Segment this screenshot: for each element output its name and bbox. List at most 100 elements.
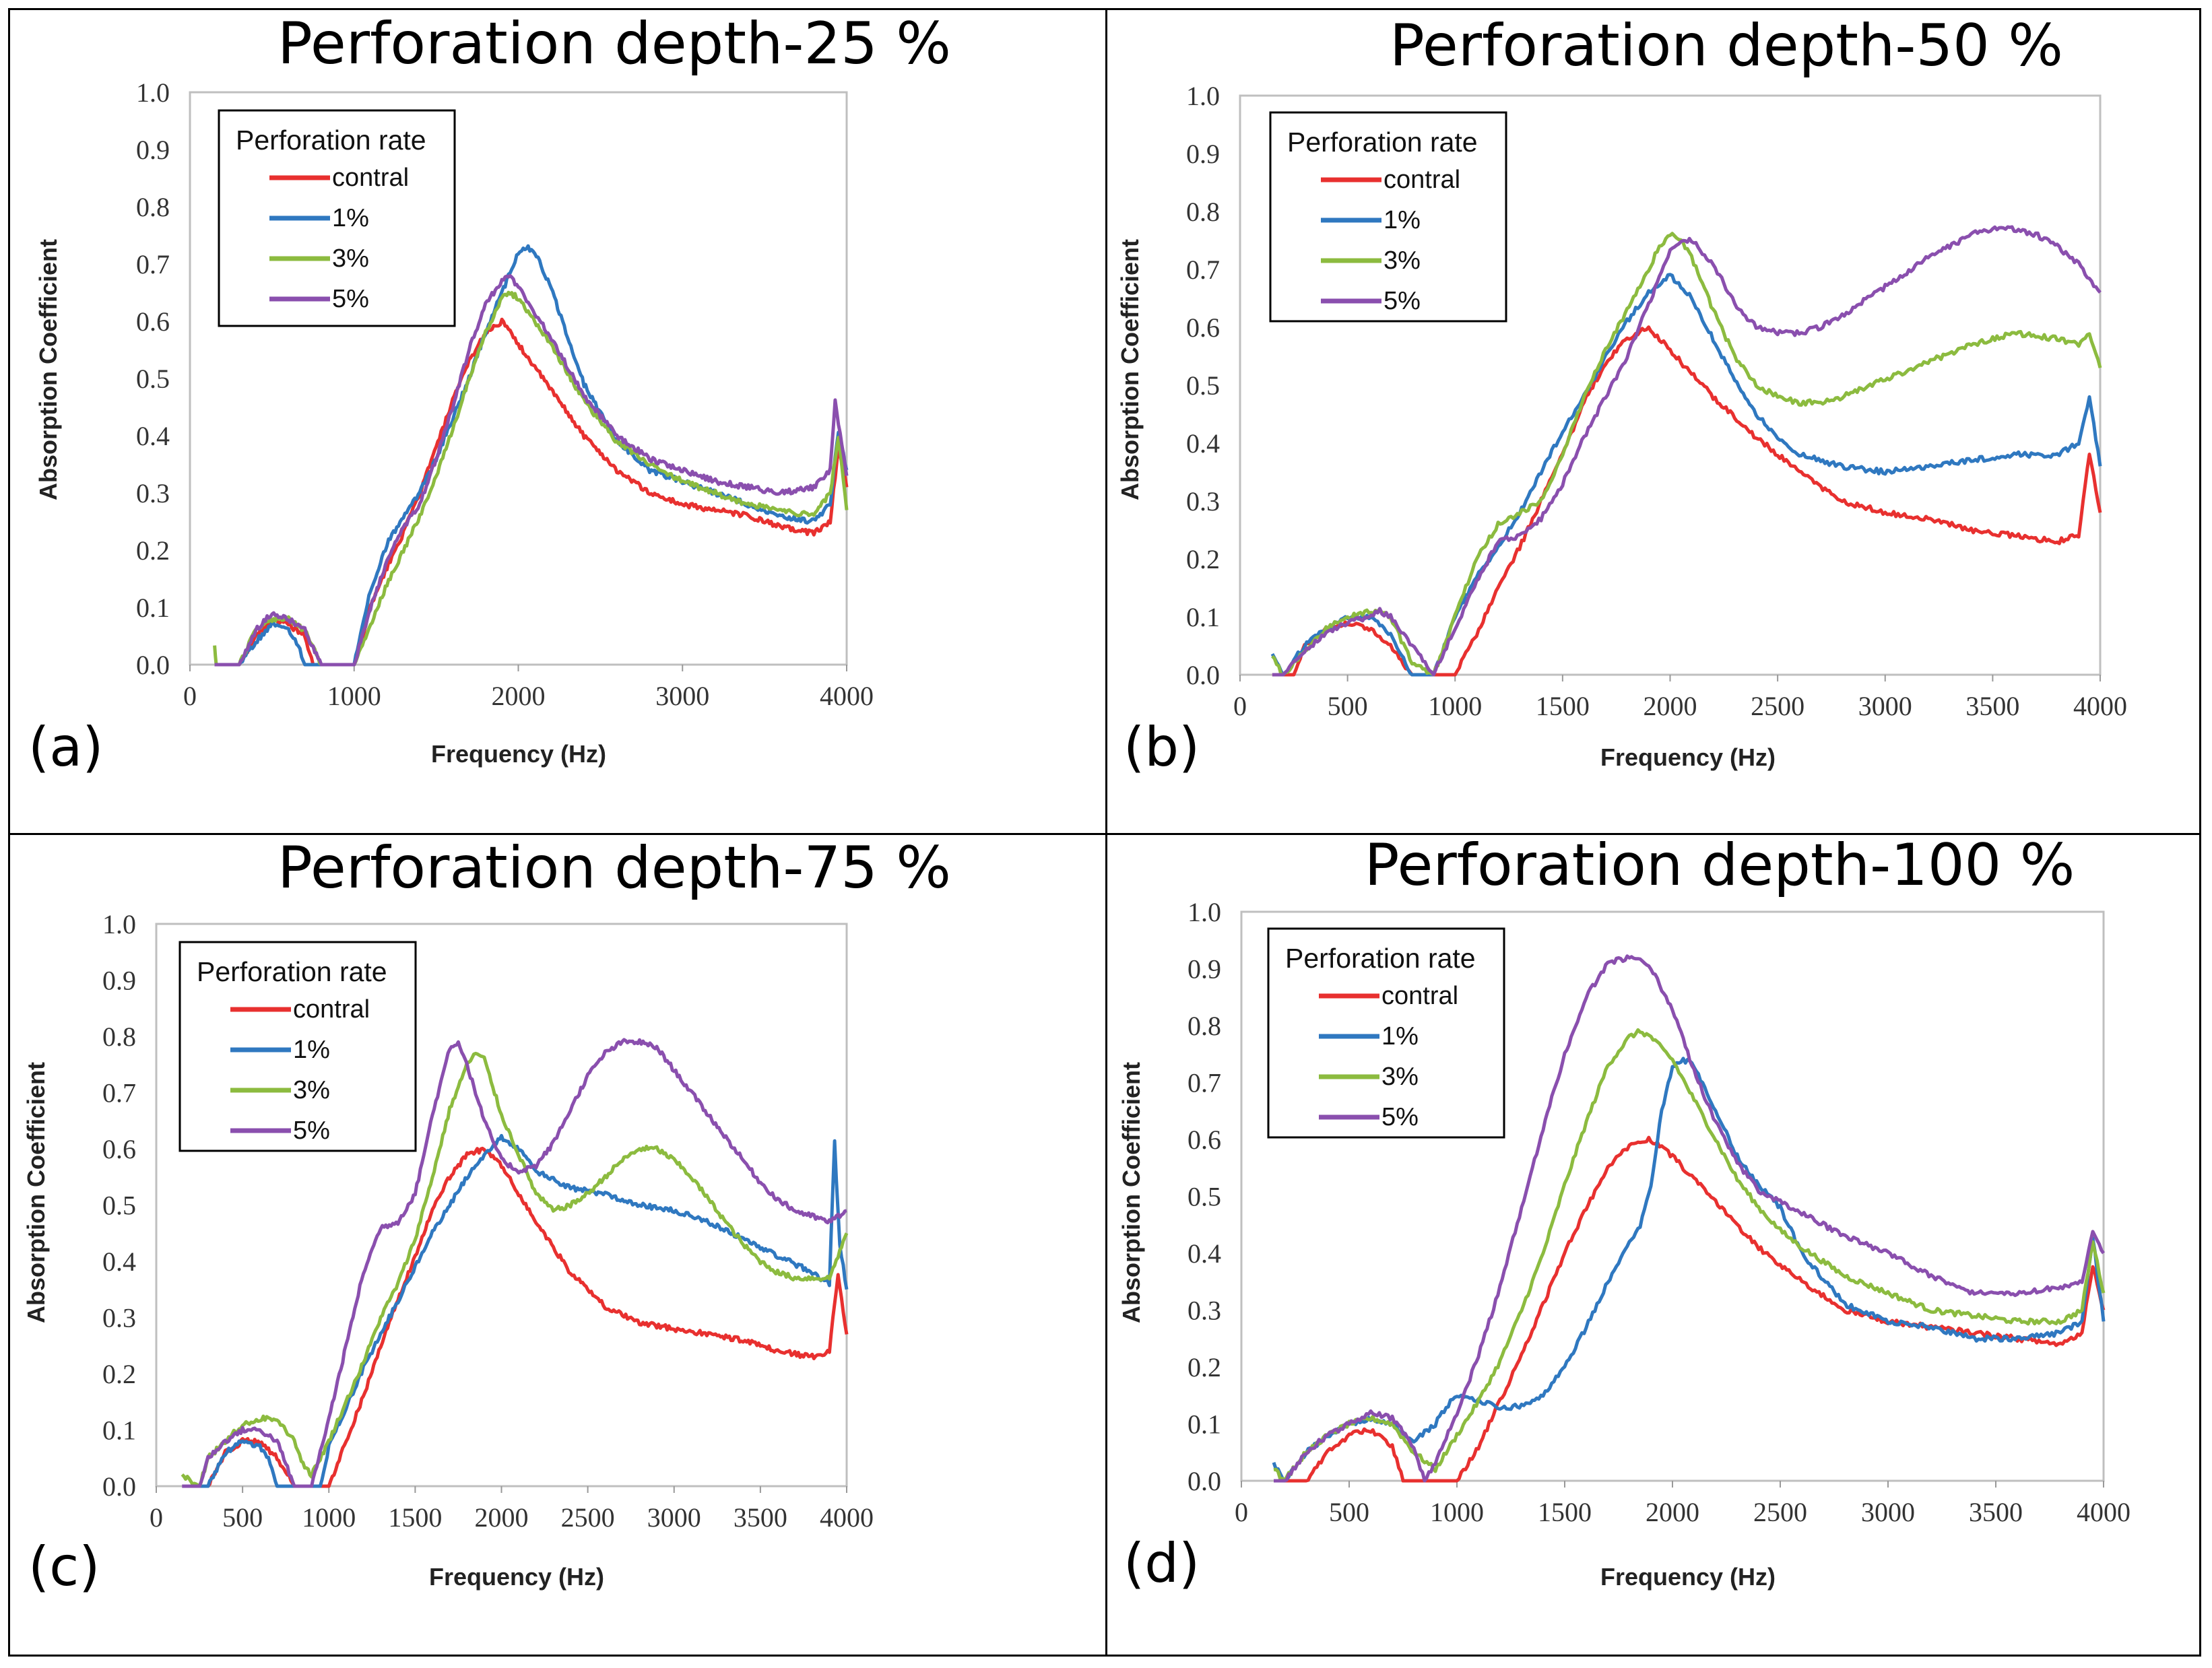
x-tick-label: 1500: [388, 1502, 442, 1533]
legend-entry-label: contral: [332, 164, 409, 192]
panel-divider-vertical: [1105, 10, 1107, 1655]
x-tick-label: 0: [150, 1502, 163, 1533]
y-tick-label: 0.9: [1186, 139, 1220, 169]
y-tick-label: 1.0: [102, 909, 136, 939]
x-tick-label: 3000: [655, 681, 709, 711]
chart-legend: Perforation rate contral 1% 3% 5%: [1267, 927, 1505, 1139]
y-tick-label: 0.4: [1186, 428, 1220, 459]
panel-label: (b): [1124, 716, 1200, 778]
series-line-4: [214, 273, 849, 667]
x-tick-label: 4000: [820, 1502, 874, 1533]
legend-entry-label: 3%: [332, 244, 369, 273]
x-tick-label: 1500: [1536, 691, 1590, 721]
panel-label: (a): [28, 716, 103, 778]
legend-box: [1267, 927, 1505, 1139]
y-tick-label: 0.7: [1186, 255, 1220, 285]
y-tick-label: 0.3: [136, 478, 170, 508]
x-tick-label: 2500: [561, 1502, 615, 1533]
legend-entry-label: 5%: [293, 1116, 330, 1145]
x-tick-label: 1000: [1430, 1497, 1484, 1527]
legend-title: Perforation rate: [236, 125, 426, 156]
chart-panel-d: Perforation depth-100 % 0.0 0.1 0.2 0.3 0.4 0.…: [1117, 832, 2130, 1595]
y-tick-label: 0.6: [102, 1134, 136, 1164]
x-tick-label: 1000: [1428, 691, 1482, 721]
legend-entry-label: 3%: [293, 1076, 330, 1104]
panel-label: (d): [1124, 1532, 1200, 1595]
x-tick-label: 2000: [475, 1502, 529, 1533]
legend-box: [218, 109, 456, 327]
x-tick-label: 500: [1329, 1497, 1369, 1527]
legend-entry-label: contral: [1384, 166, 1460, 194]
x-tick-label: 0: [1235, 1497, 1248, 1527]
legend-entry-label: 1%: [1381, 1022, 1419, 1050]
series-line-3: [181, 1051, 849, 1488]
x-axis-label: Frequency (Hz): [1600, 1563, 1776, 1591]
legend-entry-label: contral: [1381, 982, 1458, 1010]
series-line-3: [1271, 232, 2102, 677]
legend-entry-label: 1%: [332, 204, 369, 232]
legend-title: Perforation rate: [1287, 127, 1478, 158]
x-tick-label: 1500: [1538, 1497, 1592, 1527]
legend-entry-label: 5%: [1381, 1103, 1419, 1131]
y-tick-label: 0.3: [1188, 1296, 1221, 1326]
chart-title: Perforation depth-50 %: [1390, 12, 2063, 79]
panel-divider-horizontal: [10, 833, 2199, 835]
y-tick-label: 0.5: [102, 1191, 136, 1221]
chart-panel-c: Perforation depth-75 % 0.0 0.1 0.2 0.3 0.4 0.5…: [22, 834, 951, 1598]
y-tick-label: 1.0: [136, 77, 170, 108]
series-line-2: [1270, 273, 2102, 677]
chart-title: Perforation depth-100 %: [1365, 832, 2075, 899]
x-axis-label: Frequency (Hz): [429, 1563, 604, 1591]
y-tick-label: 0.0: [1188, 1466, 1221, 1496]
y-tick-label: 0.2: [102, 1359, 136, 1389]
y-tick-label: 0.4: [102, 1246, 136, 1277]
legend-entry-label: 5%: [1384, 287, 1421, 315]
x-tick-label: 0: [183, 681, 197, 711]
x-tick-label: 1000: [327, 681, 381, 711]
y-tick-label: 0.0: [102, 1471, 136, 1502]
y-tick-label: 0.2: [1186, 544, 1220, 574]
y-tick-label: 0.1: [136, 593, 170, 623]
series-line-1: [1274, 1135, 2106, 1483]
chart-legend: Perforation rate contral 1% 3% 5%: [218, 109, 456, 327]
y-tick-label: 0.5: [1188, 1182, 1221, 1212]
chart-panel-a: Perforation depth-25 % 0.0 0.1 0.2 0.3 0.4 0.5…: [28, 10, 951, 778]
series-line-4: [182, 1038, 847, 1488]
series-line-4: [1272, 225, 2102, 677]
y-tick-label: 0.5: [136, 364, 170, 394]
y-tick-label: 0.8: [1186, 197, 1220, 227]
y-tick-label: 0.6: [136, 306, 170, 337]
legend-entry-label: 1%: [1384, 206, 1421, 234]
y-tick-label: 0.3: [1186, 486, 1220, 516]
series-line-1: [214, 317, 849, 667]
x-axis-label: Frequency (Hz): [431, 740, 606, 768]
series-line-3: [1273, 1028, 2106, 1483]
y-tick-label: 1.0: [1188, 897, 1221, 927]
chart-panel-b: Perforation depth-50 % 0.0 0.1 0.2 0.3 0.4 0.5…: [1116, 12, 2127, 778]
y-tick-label: 0.8: [102, 1022, 136, 1052]
y-tick-label: 0.1: [102, 1415, 136, 1446]
x-tick-label: 3000: [1861, 1497, 1915, 1527]
y-axis-label: Absorption Coefficient: [22, 1062, 50, 1323]
chart-legend: Perforation rate contral 1% 3% 5%: [178, 941, 417, 1152]
chart-title: Perforation depth-75 %: [278, 834, 951, 902]
y-tick-label: 0.9: [1188, 954, 1221, 985]
x-tick-label: 1000: [302, 1502, 356, 1533]
x-tick-label: 0: [1233, 691, 1247, 721]
x-tick-label: 2000: [1644, 691, 1697, 721]
x-tick-label: 3000: [647, 1502, 701, 1533]
y-tick-label: 0.0: [1186, 660, 1220, 690]
x-tick-label: 2500: [1753, 1497, 1807, 1527]
y-tick-label: 0.0: [136, 650, 170, 680]
panel-label: (c): [28, 1535, 100, 1598]
series-line-1: [182, 1146, 849, 1488]
y-axis-label: Absorption Coefficient: [1116, 239, 1144, 500]
legend-box: [178, 941, 417, 1152]
x-tick-label: 4000: [820, 681, 874, 711]
y-tick-label: 0.6: [1186, 312, 1220, 343]
legend-entry-label: 1%: [293, 1036, 330, 1064]
legend-title: Perforation rate: [1285, 943, 1476, 974]
x-tick-label: 2000: [492, 681, 546, 711]
y-tick-label: 0.2: [136, 535, 170, 566]
y-tick-label: 0.9: [102, 966, 136, 996]
